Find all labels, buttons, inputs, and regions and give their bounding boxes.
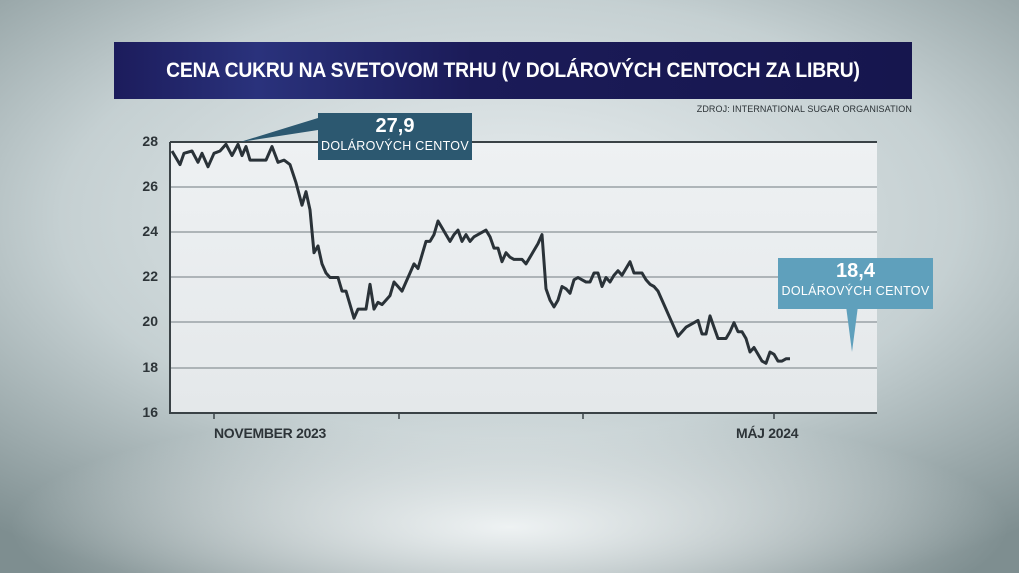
title-bar: CENA CUKRU NA SVETOVOM TRHU (V DOLÁROVÝC… [114, 42, 912, 99]
y-tick-18: 18 [142, 359, 158, 375]
price-line [170, 142, 790, 365]
callout-latest-unit: DOLÁROVÝCH CENTOV [781, 284, 930, 298]
callout-high: 27,9 DOLÁROVÝCH CENTOV [318, 113, 472, 160]
x-label-november-2023: NOVEMBER 2023 [214, 425, 327, 441]
y-tick-20: 20 [142, 313, 158, 329]
y-tick-24: 24 [142, 223, 158, 239]
callout-latest: 18,4 DOLÁROVÝCH CENTOV [778, 258, 933, 309]
callout-high-pointer [240, 118, 318, 142]
x-ticks [213, 413, 775, 419]
x-label-maj-2024: MÁJ 2024 [736, 425, 799, 441]
source-label: ZDROJ: INTERNATIONAL SUGAR ORGANISATION [696, 104, 912, 114]
chart-title: CENA CUKRU NA SVETOVOM TRHU (V DOLÁROVÝC… [166, 58, 860, 82]
callout-high-value: 27,9 [375, 115, 415, 137]
callout-latest-pointer [846, 306, 858, 352]
callout-high-unit: DOLÁROVÝCH CENTOV [321, 139, 469, 153]
y-tick-16: 16 [142, 404, 158, 420]
y-tick-28: 28 [142, 133, 158, 149]
gridlines [170, 186, 877, 369]
y-tick-22: 22 [142, 268, 158, 284]
callout-latest-value: 18,4 [836, 260, 875, 282]
y-tick-26: 26 [142, 178, 158, 194]
